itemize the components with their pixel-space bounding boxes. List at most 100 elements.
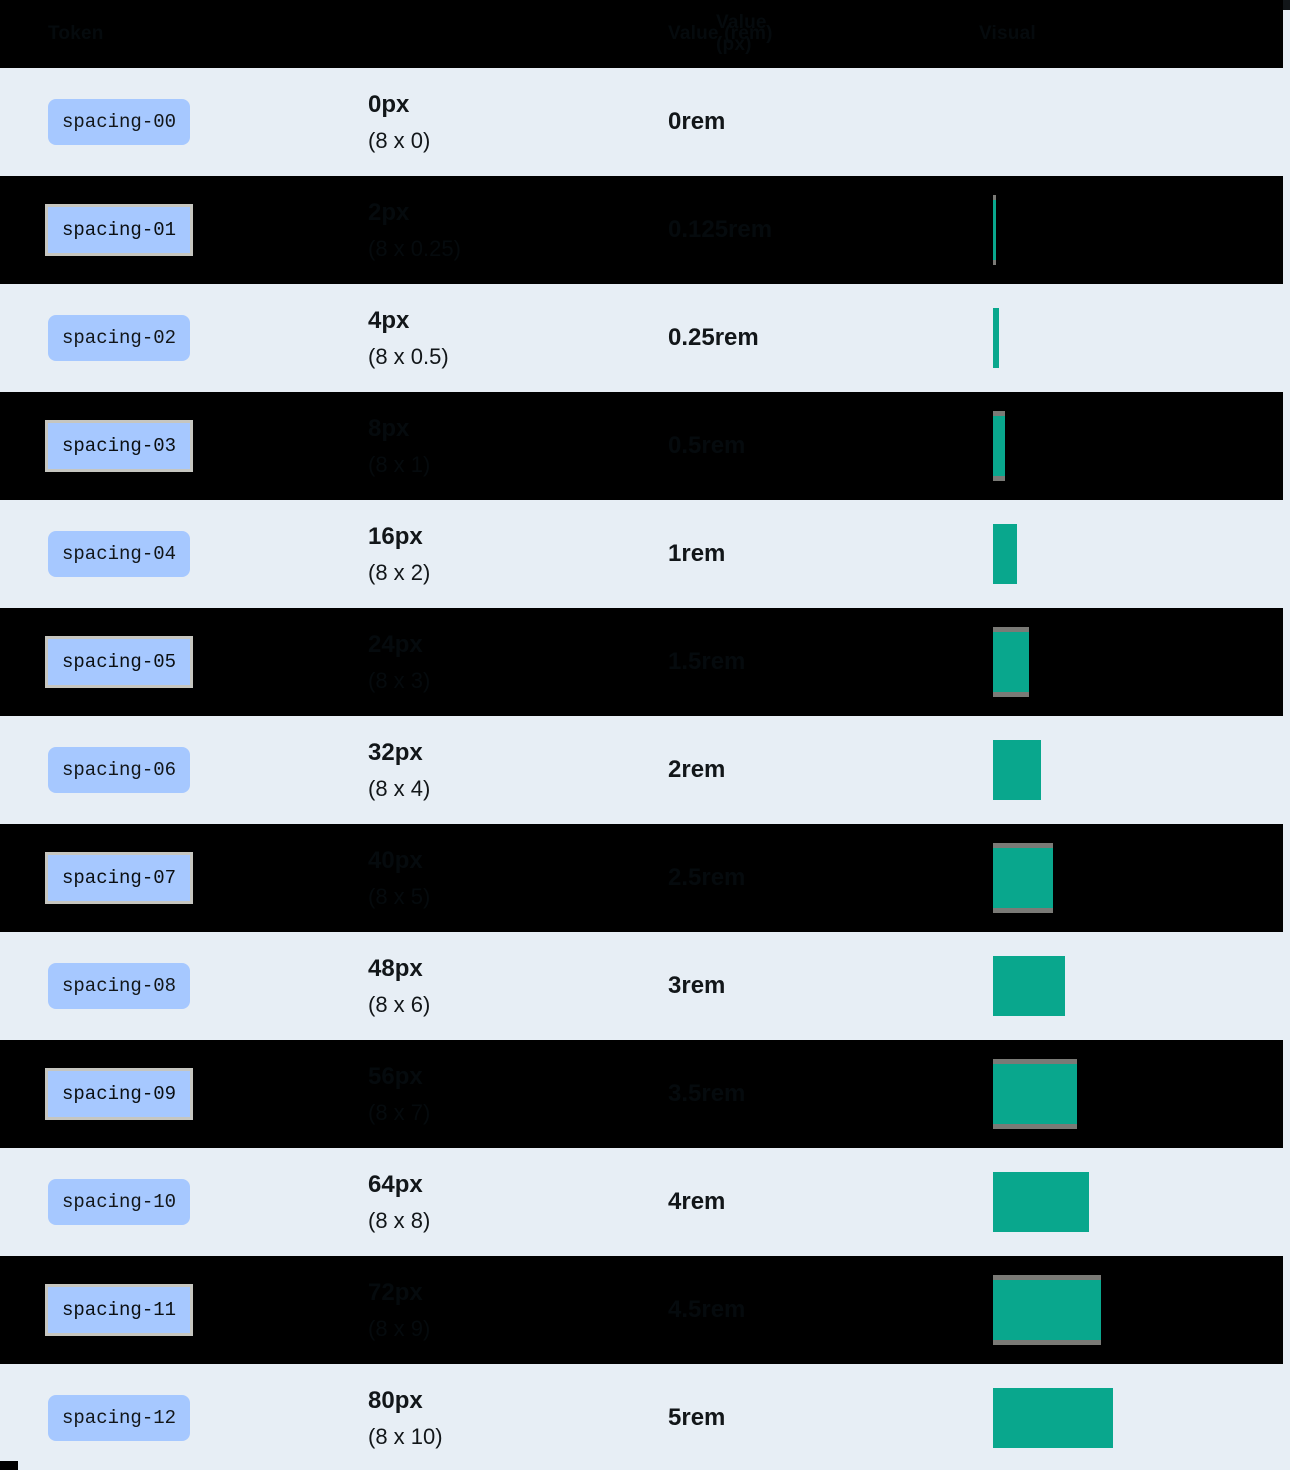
vertical-scrollbar[interactable] (1283, 0, 1290, 1462)
rem-value: 4.5rem (668, 1296, 746, 1323)
visual-cell (979, 176, 1283, 284)
table-row: spacing-04 16px (8 x 2) 1rem (0, 500, 1283, 608)
rem-value: 0.125rem (668, 216, 773, 243)
px-value-cell: 48px (8 x 6) (358, 932, 668, 1040)
table-header: Token Value (px) Value (rem) Visual (0, 0, 1283, 68)
spacing-swatch (993, 1059, 1077, 1129)
spacing-swatch (993, 1388, 1113, 1448)
column-header-visual[interactable]: Visual (979, 23, 1036, 44)
token-chip[interactable]: spacing-12 (48, 1395, 191, 1441)
px-value-cell: 4px (8 x 0.5) (358, 284, 668, 392)
px-value-cell: 56px (8 x 7) (358, 1040, 668, 1148)
horizontal-scrollbar[interactable] (18, 1461, 1283, 1470)
rem-value-cell: 0.5rem (668, 392, 979, 500)
px-multiplier: (8 x 6) (368, 992, 431, 1018)
token-chip[interactable]: spacing-08 (48, 963, 191, 1009)
table-body: spacing-00 0px (8 x 0) 0rem spacing-01 2px (8 … (0, 68, 1283, 1470)
token-cell: spacing-00 (0, 68, 358, 176)
top-gutter (0, 0, 1283, 8)
rem-value-cell: 0rem (668, 68, 979, 176)
token-cell: spacing-03 (0, 392, 358, 500)
px-value: 80px (368, 1386, 423, 1414)
px-value: 72px (368, 1278, 423, 1306)
rem-value: 1rem (668, 540, 726, 567)
px-value-cell: 80px (8 x 10) (358, 1364, 668, 1470)
px-value: 40px (368, 846, 423, 874)
table-row: spacing-00 0px (8 x 0) 0rem (0, 68, 1283, 176)
token-chip[interactable]: spacing-01 (44, 204, 194, 256)
visual-cell (979, 392, 1283, 500)
rem-value-cell: 2.5rem (668, 824, 979, 932)
token-chip[interactable]: spacing-09 (44, 1068, 194, 1120)
token-chip[interactable]: spacing-02 (48, 315, 191, 361)
token-cell: spacing-07 (0, 824, 358, 932)
px-multiplier: (8 x 0.25) (368, 236, 461, 262)
spacing-swatch (993, 843, 1053, 913)
spacing-swatch (993, 524, 1017, 584)
rem-value: 5rem (668, 1404, 726, 1431)
rem-value: 3.5rem (668, 1080, 746, 1107)
px-multiplier: (8 x 3) (368, 668, 431, 694)
scrollbar-corner (0, 1461, 18, 1470)
px-multiplier: (8 x 9) (368, 1316, 431, 1342)
px-value-cell: 0px (8 x 0) (358, 68, 668, 176)
visual-cell (979, 1148, 1283, 1256)
px-multiplier: (8 x 0.5) (368, 344, 449, 370)
token-chip[interactable]: spacing-10 (48, 1179, 191, 1225)
vertical-scrollbar-thumb[interactable] (1283, 0, 1290, 10)
px-multiplier: (8 x 4) (368, 776, 431, 802)
token-chip[interactable]: spacing-00 (48, 99, 191, 145)
visual-cell (979, 1364, 1283, 1470)
px-value: 2px (368, 198, 410, 226)
rem-value-cell: 2rem (668, 716, 979, 824)
rem-value: 4rem (668, 1188, 726, 1215)
rem-value: 0.25rem (668, 324, 759, 351)
token-cell: spacing-01 (0, 176, 358, 284)
table-row: spacing-07 40px (8 x 5) 2.5rem (0, 824, 1283, 932)
token-cell: spacing-12 (0, 1364, 358, 1470)
column-header-px[interactable]: Value (px) (716, 12, 767, 55)
token-chip[interactable]: spacing-11 (44, 1284, 194, 1336)
token-chip[interactable]: spacing-04 (48, 531, 191, 577)
visual-cell (979, 500, 1283, 608)
px-multiplier: (8 x 7) (368, 1100, 431, 1126)
table-row: spacing-03 8px (8 x 1) 0.5rem (0, 392, 1283, 500)
visual-cell (979, 284, 1283, 392)
rem-value-cell: 0.125rem (668, 176, 979, 284)
token-cell: spacing-02 (0, 284, 358, 392)
spacing-swatch (993, 627, 1029, 697)
rem-value: 0rem (668, 108, 726, 135)
column-header-token[interactable]: Token (48, 23, 104, 44)
spacing-swatch (993, 956, 1065, 1016)
token-chip[interactable]: spacing-07 (44, 852, 194, 904)
visual-cell (979, 1040, 1283, 1148)
visual-cell (979, 68, 1283, 176)
px-value-cell: 64px (8 x 8) (358, 1148, 668, 1256)
table-row: spacing-12 80px (8 x 10) 5rem (0, 1364, 1283, 1470)
token-chip[interactable]: spacing-06 (48, 747, 191, 793)
table-row: spacing-10 64px (8 x 8) 4rem (0, 1148, 1283, 1256)
table-row: spacing-02 4px (8 x 0.5) 0.25rem (0, 284, 1283, 392)
px-value-cell: 24px (8 x 3) (358, 608, 668, 716)
visual-cell (979, 824, 1283, 932)
rem-value-cell: 3.5rem (668, 1040, 979, 1148)
px-value: 64px (368, 1170, 423, 1198)
rem-value: 3rem (668, 972, 726, 999)
token-chip[interactable]: spacing-05 (44, 636, 194, 688)
px-multiplier: (8 x 1) (368, 452, 431, 478)
column-header-rem[interactable]: Value (rem) (668, 23, 773, 44)
px-value: 0px (368, 90, 410, 118)
spacing-swatch (993, 1275, 1101, 1345)
table-row: spacing-08 48px (8 x 6) 3rem (0, 932, 1283, 1040)
rem-value-cell: 5rem (668, 1364, 979, 1470)
visual-cell (979, 716, 1283, 824)
token-chip[interactable]: spacing-03 (44, 420, 194, 472)
px-multiplier: (8 x 5) (368, 884, 431, 910)
rem-value: 0.5rem (668, 432, 746, 459)
token-cell: spacing-08 (0, 932, 358, 1040)
table-row: spacing-06 32px (8 x 4) 2rem (0, 716, 1283, 824)
rem-value: 2rem (668, 756, 726, 783)
px-multiplier: (8 x 8) (368, 1208, 431, 1234)
table-row: spacing-09 56px (8 x 7) 3.5rem (0, 1040, 1283, 1148)
